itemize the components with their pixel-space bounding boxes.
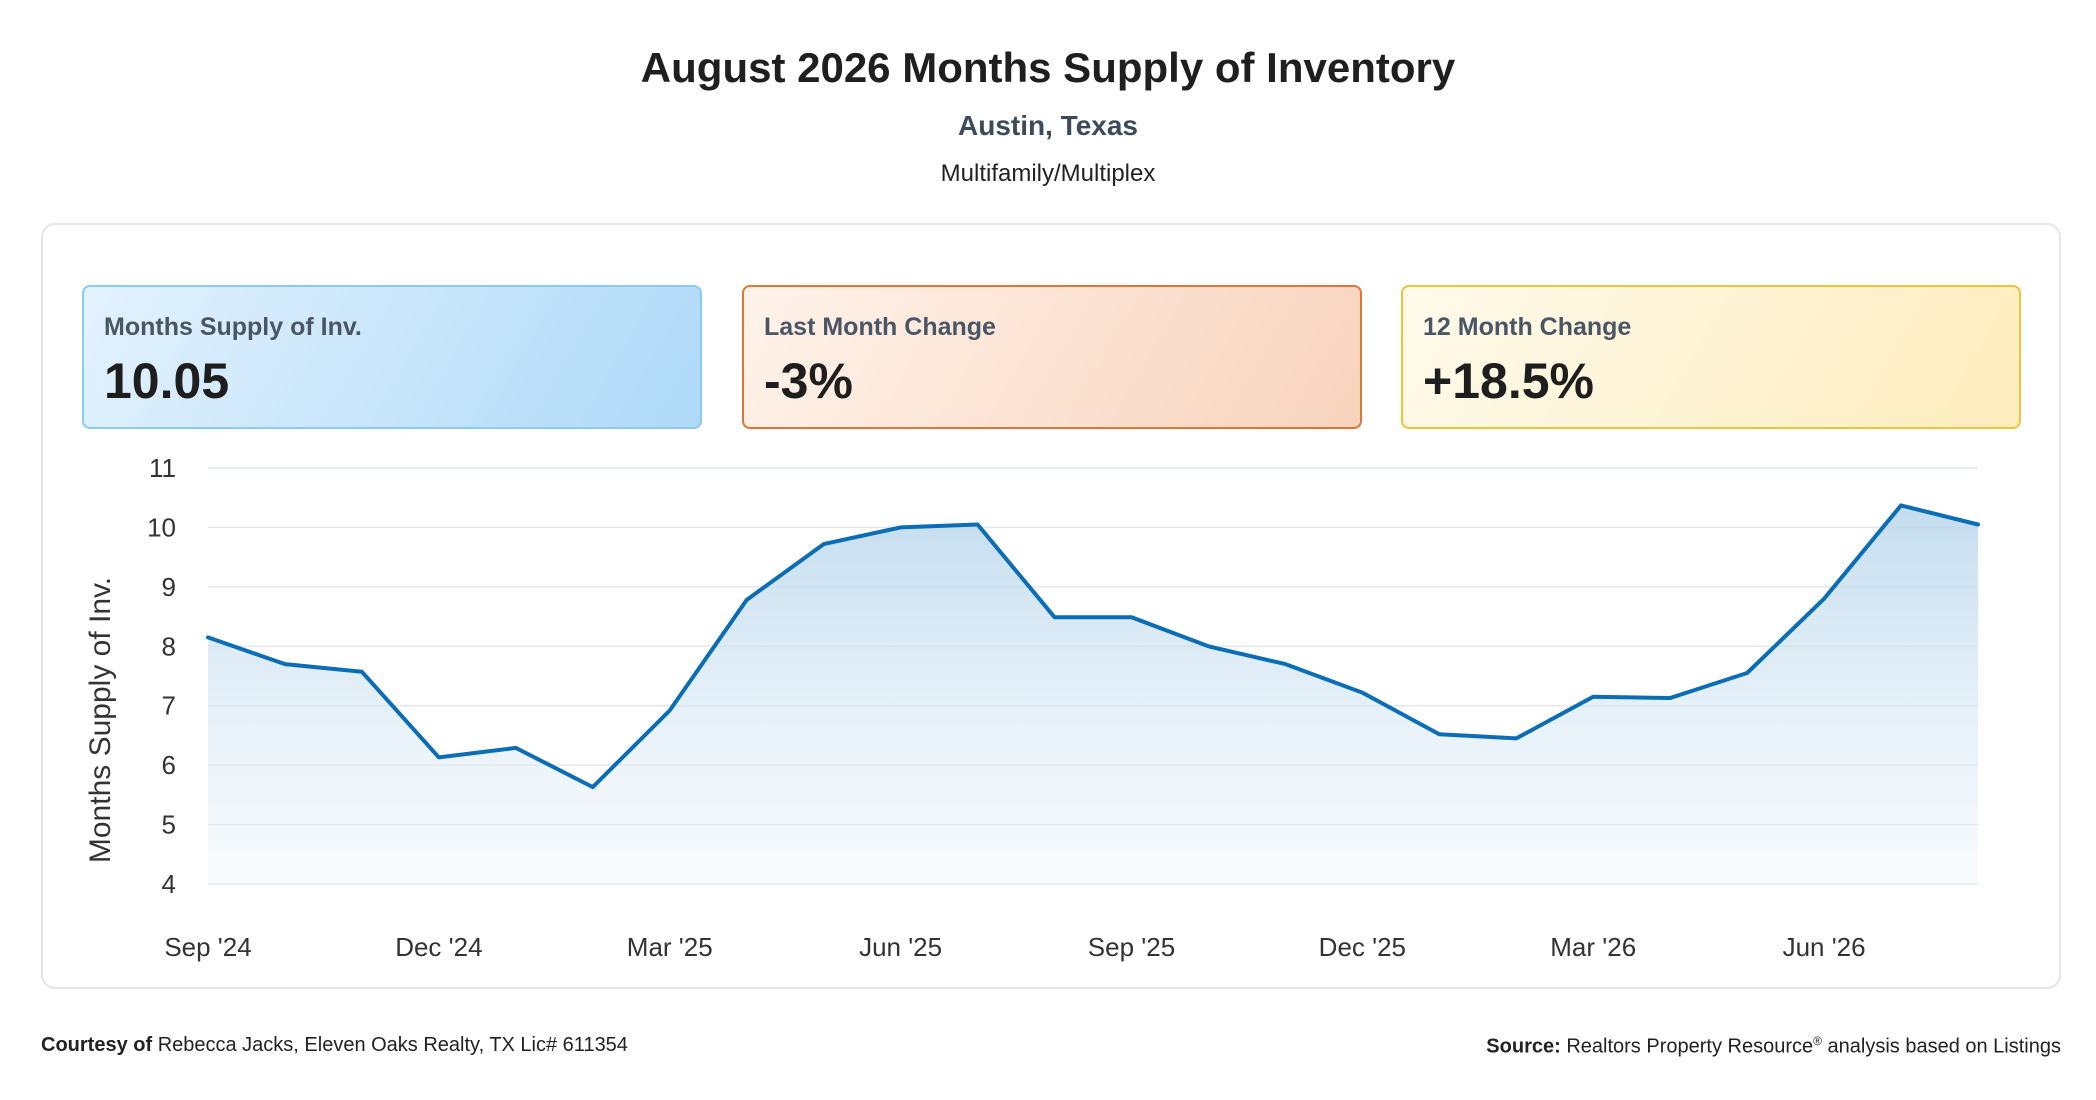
courtesy-footer: Courtesy of Rebecca Jacks, Eleven Oaks R… [41, 1034, 628, 1057]
x-tick-label: Mar '26 [1550, 932, 1636, 962]
y-tick-label: 7 [162, 691, 176, 721]
y-tick-label: 6 [162, 750, 176, 780]
twelve-month-change-card: 12 Month Change +18.5% [1401, 285, 2021, 429]
property-type: Multifamily/Multiplex [940, 160, 1156, 187]
registered-mark: ® [1813, 1034, 1822, 1048]
x-axis-ticks: Sep '24 Dec '24 Mar '25 Jun '25 Sep '25 Dec '… [164, 932, 1865, 962]
x-tick-label: Mar '25 [627, 932, 713, 962]
x-tick-label: Jun '25 [859, 932, 942, 962]
months-supply-label: Months Supply of Inv. [104, 313, 362, 341]
source-label: Source: [1486, 1035, 1561, 1058]
location-subtitle: Austin, Texas [958, 110, 1138, 141]
courtesy-text: Rebecca Jacks, Eleven Oaks Realty, TX Li… [157, 1034, 628, 1056]
y-tick-label: 4 [162, 869, 176, 899]
x-tick-label: Dec '24 [395, 932, 482, 962]
months-supply-card: Months Supply of Inv. 10.05 [82, 285, 702, 429]
twelve-month-change-value: +18.5% [1423, 353, 1594, 409]
y-tick-label: 11 [149, 453, 176, 483]
source-name: Realtors Property Resource [1566, 1035, 1814, 1058]
y-tick-label: 10 [147, 512, 176, 542]
last-month-change-card: Last Month Change -3% [742, 285, 1362, 429]
series-line [206, 503, 1980, 790]
x-tick-label: Sep '25 [1088, 932, 1175, 962]
y-axis-label: Months Supply of Inv. [84, 577, 117, 863]
x-tick-label: Jun '26 [1783, 932, 1866, 962]
page-title: August 2026 Months Supply of Inventory [640, 44, 1456, 91]
source-footer: Source: Realtors Property Resource® anal… [1486, 1034, 2061, 1059]
courtesy-label: Courtesy of [41, 1034, 153, 1056]
x-tick-label: Sep '24 [164, 932, 251, 962]
last-month-change-value: -3% [764, 353, 853, 409]
y-tick-label: 9 [162, 572, 176, 602]
months-supply-value: 10.05 [104, 353, 230, 409]
x-tick-label: Dec '25 [1319, 932, 1406, 962]
y-tick-label: 5 [162, 810, 176, 840]
y-axis-ticks: 4 5 6 7 8 9 10 11 [147, 453, 176, 899]
series-area [208, 505, 1978, 884]
y-tick-label: 8 [162, 631, 176, 661]
twelve-month-change-label: 12 Month Change [1423, 313, 1632, 341]
last-month-change-label: Last Month Change [764, 313, 996, 341]
source-text: analysis based on Listings [1827, 1035, 2061, 1058]
